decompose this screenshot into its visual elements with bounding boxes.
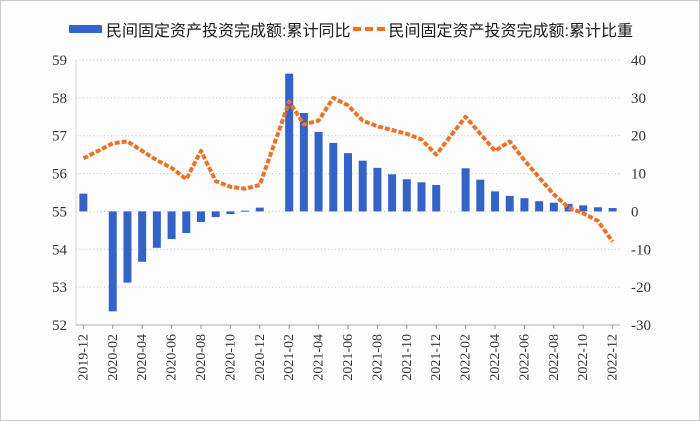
- line-series-label: 民间固定资产投资完成额:累计比重: [388, 23, 633, 40]
- x-axis-label: 2022-08: [547, 334, 562, 381]
- bar: [373, 167, 382, 212]
- bar: [152, 211, 161, 248]
- x-axis-label: 2022-10: [576, 334, 591, 381]
- bar: [211, 211, 220, 218]
- bar: [167, 211, 176, 240]
- bar: [476, 179, 485, 212]
- bar: [123, 211, 132, 283]
- bar: [299, 113, 308, 212]
- right-axis-label: -10: [631, 242, 651, 258]
- right-axis-label: 30: [631, 91, 646, 107]
- bar-series-swatch: [69, 25, 103, 33]
- x-axis-label: 2020-04: [135, 334, 150, 381]
- left-axis-label: 58: [52, 91, 67, 107]
- right-axis-label: -30: [631, 318, 651, 334]
- legend-item-bar-series: 民间固定资产投资完成额:累计同比: [69, 17, 351, 41]
- bar: [255, 207, 264, 212]
- line-series-swatch: [352, 27, 385, 31]
- bar: [329, 142, 338, 212]
- bar: [608, 208, 617, 212]
- bar: [182, 211, 191, 234]
- bar: [285, 73, 294, 212]
- right-axis-label: 10: [631, 167, 646, 183]
- right-axis-label: -20: [631, 280, 651, 296]
- bar-series-label: 民间固定资产投资完成额:累计同比: [106, 23, 351, 40]
- right-axis-label: 20: [631, 129, 646, 145]
- x-axis-label: 2021-06: [341, 334, 356, 381]
- left-axis-label: 55: [52, 204, 67, 220]
- x-axis-label: 2020-08: [194, 334, 209, 381]
- bar: [461, 168, 470, 212]
- left-axis-label: 57: [52, 129, 68, 145]
- left-axis-label: 59: [52, 53, 67, 69]
- x-axis-label: 2021-02: [282, 334, 297, 381]
- bar: [388, 174, 397, 212]
- bar: [138, 211, 147, 262]
- x-axis-label: 2022-04: [488, 334, 503, 381]
- bar: [402, 179, 411, 212]
- x-axis-label: 2020-10: [223, 334, 238, 381]
- bar: [226, 211, 235, 215]
- x-axis-label: 2020-02: [106, 334, 121, 381]
- bar: [505, 195, 514, 212]
- left-axis-label: 53: [52, 280, 67, 296]
- bar: [520, 198, 529, 212]
- bar: [79, 193, 88, 212]
- bar: [241, 210, 250, 212]
- bar: [564, 203, 573, 212]
- x-axis-label: 2021-10: [400, 334, 415, 381]
- x-axis-label: 2021-08: [370, 334, 385, 381]
- bar: [417, 182, 426, 212]
- bar: [108, 211, 117, 312]
- x-axis-label: 2019-12: [76, 334, 91, 381]
- bar: [535, 201, 544, 212]
- bar: [549, 202, 558, 212]
- right-axis-label: 0: [631, 204, 639, 220]
- bar: [593, 207, 602, 212]
- legend-item-line-series: 民间固定资产投资完成额:累计比重: [352, 17, 633, 41]
- x-axis-label: 2020-06: [165, 334, 180, 381]
- bar: [344, 153, 352, 212]
- bar: [491, 191, 500, 212]
- bar: [196, 211, 205, 223]
- x-axis-label: 2020-12: [253, 334, 268, 381]
- bar: [579, 205, 588, 212]
- x-axis-label: 2022-02: [459, 334, 474, 381]
- bar: [314, 131, 323, 212]
- left-axis-label: 52: [52, 318, 67, 334]
- legend: 民间固定资产投资完成额:累计同比 民间固定资产投资完成额:累计比重: [1, 17, 699, 41]
- bar: [432, 184, 441, 212]
- x-axis-label: 2022-12: [606, 334, 621, 381]
- bar: [358, 160, 367, 212]
- x-axis-label: 2021-04: [312, 334, 327, 381]
- x-axis-label: 2022-06: [517, 334, 532, 381]
- x-axis-label: 2021-12: [429, 334, 444, 381]
- left-axis-label: 54: [52, 242, 68, 258]
- left-axis-label: 56: [52, 167, 68, 183]
- right-axis-label: 40: [631, 53, 646, 69]
- line-series: [82, 95, 615, 243]
